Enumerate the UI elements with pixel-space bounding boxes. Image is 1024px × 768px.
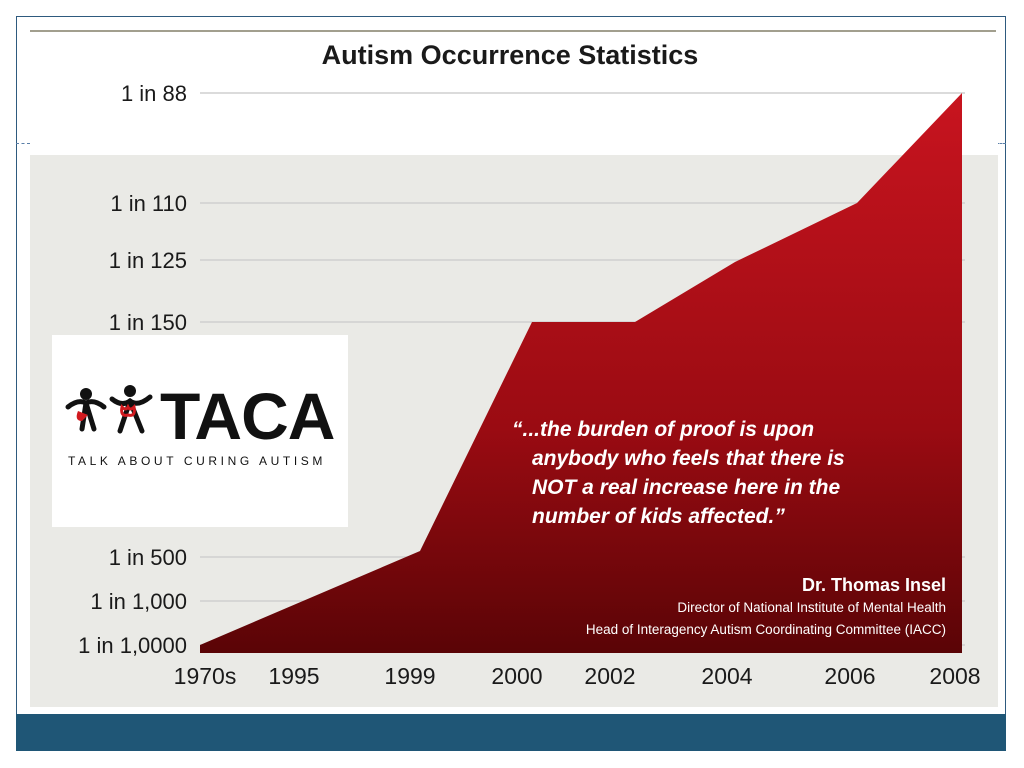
chart-title: Autism Occurrence Statistics: [322, 40, 699, 70]
quote-author-role-1: Director of National Institute of Mental…: [677, 600, 946, 615]
x-tick-label: 1999: [384, 663, 435, 689]
quote-author: Dr. Thomas Insel: [802, 575, 946, 595]
x-tick-label: 1995: [268, 663, 319, 689]
x-tick-label: 2000: [491, 663, 542, 689]
y-tick-label: 1 in 88: [121, 81, 187, 106]
quote-line-3: NOT a real increase here in the: [532, 476, 840, 499]
y-axis-ticks: 1 in 88 1 in 110 1 in 125 1 in 150 1 in 500 1…: [78, 81, 187, 658]
quote-author-role-2: Head of Interagency Autism Coordinating …: [586, 622, 946, 637]
y-tick-label: 1 in 125: [109, 248, 187, 273]
quote-annotation: “...the burden of proof is upon anybody …: [512, 418, 946, 637]
y-tick-label: 1 in 500: [109, 545, 187, 570]
quote-line-4: number of kids affected.”: [532, 505, 785, 528]
divider-left: [16, 143, 30, 144]
area-fill: [200, 93, 962, 653]
y-tick-label: 1 in 1,0000: [78, 633, 187, 658]
x-tick-label: 1970s: [174, 663, 237, 689]
taca-figures-icon: [65, 385, 153, 434]
x-tick-label: 2004: [701, 663, 752, 689]
quote-line-2: anybody who feels that there is: [532, 447, 845, 470]
area-series: [200, 93, 962, 653]
quote-line-1: “...the burden of proof is upon: [512, 418, 814, 441]
x-tick-label: 2002: [584, 663, 635, 689]
footer-bar: [16, 714, 1006, 751]
y-tick-label: 1 in 110: [110, 191, 187, 216]
logo-wordmark: TACA: [160, 379, 335, 453]
x-tick-label: 2008: [929, 663, 980, 689]
logo-tagline: TALK ABOUT CURING AUTISM: [68, 454, 326, 468]
y-tick-label: 1 in 150: [109, 310, 187, 335]
x-axis-ticks: 1970s 1995 1999 2000 2002 2004 2006 2008: [174, 663, 981, 689]
taca-logo: TACA TALK ABOUT CURING AUTISM: [52, 335, 348, 527]
y-tick-label: 1 in 1,000: [90, 589, 187, 614]
x-tick-label: 2006: [824, 663, 875, 689]
chart-top-rule: [30, 30, 996, 32]
divider-right: [996, 143, 1006, 144]
